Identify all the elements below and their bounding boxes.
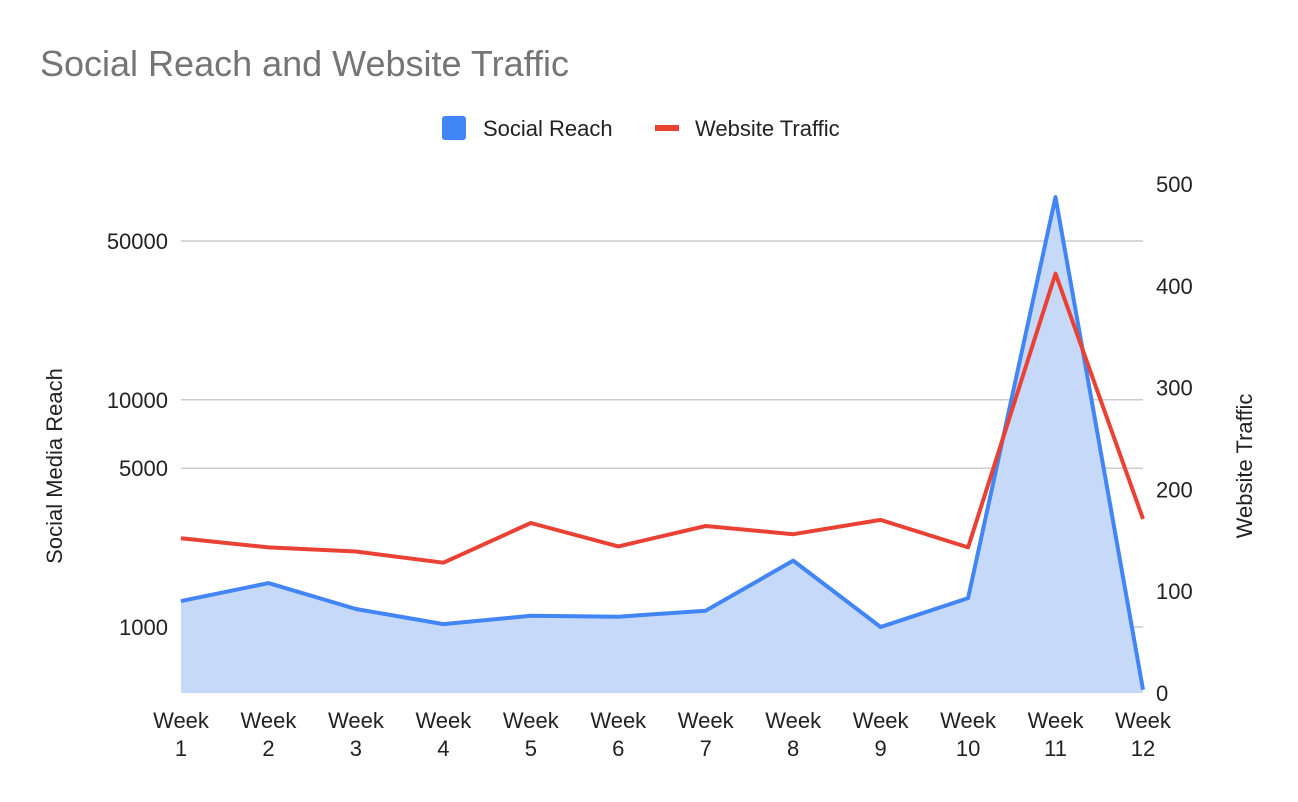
- social-reach-area: [181, 197, 1143, 693]
- website-traffic-point: [267, 546, 269, 548]
- social-reach-point: [967, 597, 969, 599]
- x-tick-number: 3: [350, 736, 362, 761]
- left-tick-label: 10000: [107, 388, 168, 413]
- x-tick-number: 9: [875, 736, 887, 761]
- website-traffic-point: [967, 546, 969, 548]
- right-axis-title: Website Traffic: [1232, 394, 1257, 539]
- left-tick-label: 5000: [119, 456, 168, 481]
- x-tick-label: Week: [241, 708, 298, 733]
- right-tick-label: 100: [1156, 579, 1193, 604]
- x-tick-number: 7: [700, 736, 712, 761]
- social-reach-point: [530, 615, 532, 617]
- x-tick-label: Week: [415, 708, 472, 733]
- legend-swatch-social-reach: [442, 116, 466, 140]
- right-axis-ticks: 0 100 200 300 400 500: [1156, 172, 1193, 706]
- legend-label-website-traffic: Website Traffic: [695, 116, 840, 141]
- x-tick-label: Week: [590, 708, 647, 733]
- website-traffic-point: [1142, 518, 1144, 520]
- left-axis-title: Social Media Reach: [42, 368, 67, 564]
- website-traffic-point: [180, 537, 182, 539]
- website-traffic-point: [442, 562, 444, 564]
- website-traffic-point: [530, 522, 532, 524]
- x-tick-label: Week: [1115, 708, 1172, 733]
- x-tick-number: 11: [1044, 736, 1067, 761]
- x-tick-number: 1: [175, 736, 187, 761]
- website-traffic-series: [180, 271, 1145, 565]
- website-traffic-point: [617, 545, 619, 547]
- x-tick-label: Week: [853, 708, 910, 733]
- x-tick-label: Week: [1028, 708, 1085, 733]
- x-tick-number: 10: [956, 736, 980, 761]
- website-traffic-point: [880, 519, 882, 521]
- legend: Social Reach Website Traffic: [442, 116, 840, 141]
- website-traffic-point: [355, 550, 357, 552]
- x-axis-ticks: Week 1 Week 2 Week 3 Week 4 Week 5 Week 6 Week 7 Week 8…: [153, 708, 1172, 761]
- x-tick-label: Week: [940, 708, 997, 733]
- social-reach-point: [180, 600, 182, 602]
- right-tick-label: 400: [1156, 274, 1193, 299]
- x-tick-label: Week: [328, 708, 385, 733]
- social-reach-point: [880, 626, 882, 628]
- left-axis-ticks: 1000 5000 10000 50000: [107, 229, 168, 640]
- social-reach-point: [267, 582, 269, 584]
- website-traffic-point: [705, 525, 707, 527]
- left-tick-label: 1000: [119, 615, 168, 640]
- x-tick-label: Week: [503, 708, 560, 733]
- x-tick-label: Week: [153, 708, 210, 733]
- x-tick-number: 4: [437, 736, 449, 761]
- right-tick-label: 0: [1156, 681, 1168, 706]
- social-reach-point: [442, 623, 444, 625]
- website-traffic-point: [792, 533, 794, 535]
- website-traffic-point: [1055, 273, 1057, 275]
- x-tick-number: 5: [525, 736, 537, 761]
- right-tick-label: 300: [1156, 376, 1193, 401]
- social-reach-point: [355, 608, 357, 610]
- social-reach-point: [617, 616, 619, 618]
- social-reach-series: [180, 195, 1145, 693]
- website-traffic-line: [180, 271, 1145, 565]
- right-tick-label: 200: [1156, 477, 1193, 502]
- chart-title: Social Reach and Website Traffic: [40, 43, 569, 84]
- x-tick-number: 8: [787, 736, 799, 761]
- social-reach-point: [1055, 196, 1057, 198]
- x-tick-number: 2: [262, 736, 274, 761]
- legend-label-social-reach: Social Reach: [483, 116, 613, 141]
- social-reach-point: [705, 610, 707, 612]
- right-tick-label: 500: [1156, 172, 1193, 197]
- x-tick-label: Week: [765, 708, 822, 733]
- social-reach-point: [1142, 689, 1144, 691]
- legend-swatch-website-traffic: [655, 125, 679, 131]
- social-reach-point: [792, 560, 794, 562]
- social-reach-line: [180, 195, 1145, 690]
- x-tick-number: 12: [1131, 736, 1155, 761]
- left-tick-label: 50000: [107, 229, 168, 254]
- x-tick-number: 6: [612, 736, 624, 761]
- x-tick-label: Week: [678, 708, 735, 733]
